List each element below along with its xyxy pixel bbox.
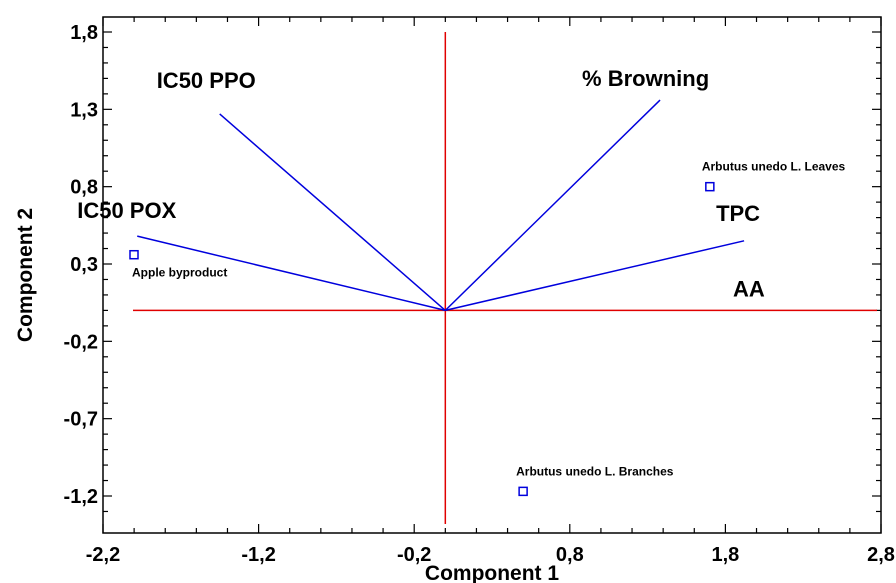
y-tick-label: -0,7 (64, 409, 98, 431)
loading-vector-label: % Browning (582, 66, 709, 91)
x-tick-label: 0,8 (556, 544, 584, 566)
x-tick-label: 2,8 (867, 544, 895, 566)
score-point-marker (129, 249, 139, 260)
plot-border (102, 16, 882, 534)
loading-vector-line (219, 113, 446, 311)
tick-labels: -2,2 -1,2 -0,2 0,8 1,8 2,8 1,8 1,3 0,8 0,3 -0,2 -0,… (64, 22, 895, 566)
x-tick-label: -0,2 (397, 544, 431, 566)
y-tick-label: 0,8 (70, 177, 98, 199)
loading-vector-line (137, 235, 446, 312)
loading-vector-label: TPC (716, 201, 760, 226)
y-tick-label: 1,3 (70, 99, 98, 121)
score-point-label: Arbutus unedo L. Leaves (702, 160, 846, 174)
y-tick-label: -1,2 (64, 486, 98, 508)
reference-lines (133, 32, 877, 524)
loading-vector-line (445, 240, 745, 312)
y-tick-label: 1,8 (70, 22, 98, 44)
plot-frame (102, 16, 882, 534)
x-tick-label: -2,2 (86, 544, 120, 566)
x-axis-title: Component 1 (425, 562, 559, 583)
score-point-marker (518, 486, 528, 497)
y-axis-title: Component 2 (14, 208, 37, 342)
y-tick-label: -0,2 (64, 331, 98, 353)
loading-vector-label: IC50 POX (77, 198, 176, 223)
loading-vectors: IC50 PPO % Browning IC50 POX TPC AA (77, 66, 765, 312)
x-tick-label: 1,8 (711, 544, 739, 566)
loading-vector-line (444, 99, 661, 311)
loading-vector-label: AA (733, 276, 765, 301)
score-points: Apple byproduct Arbutus unedo L. Leaves Ar… (129, 160, 846, 497)
axis-ticks (102, 17, 882, 533)
score-point-label: Apple byproduct (132, 266, 227, 280)
x-tick-label: -1,2 (241, 544, 275, 566)
score-point-label: Arbutus unedo L. Branches (516, 464, 674, 478)
score-point-marker (705, 181, 715, 192)
loading-vector-label: IC50 PPO (157, 68, 256, 93)
y-tick-label: 0,3 (70, 254, 98, 276)
